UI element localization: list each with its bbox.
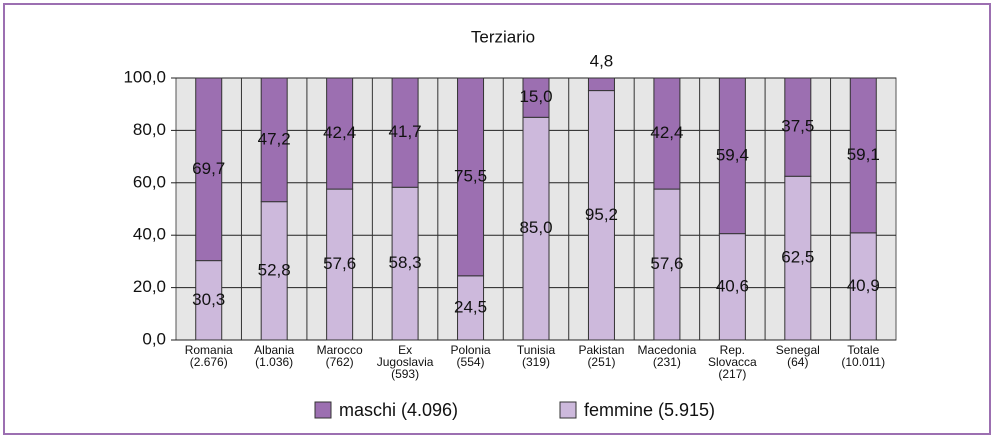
data-label: 75,5 [454,166,487,185]
bar-segment [457,77,485,277]
bar-segment [391,186,419,341]
x-tick-label: Marocco [317,343,363,357]
x-tick-label: (64) [787,355,808,369]
bar-segment [195,77,223,262]
bar-segment [260,201,288,341]
bar-segment [522,77,550,118]
x-tick-label: (762) [326,355,354,369]
data-label: 40,9 [847,276,880,295]
data-label: 62,5 [781,248,814,267]
x-tick-label: Rep. [720,343,745,357]
bar-segment [587,77,615,92]
chart-title: Terziario [471,27,535,46]
bar-segment [260,77,288,203]
bar-segment [326,188,354,341]
y-tick-label: 100,0 [123,67,166,86]
x-tick-label: Jugoslavia [377,355,434,369]
x-tick-label: (2.676) [190,355,228,369]
data-label: 69,7 [192,159,225,178]
data-label: 37,5 [781,117,814,136]
x-tick-label: (10.011) [841,355,885,369]
data-label: 57,6 [323,254,356,273]
x-tick-label: (554) [457,355,485,369]
x-tick-label: (1.036) [255,355,293,369]
legend-label: maschi (4.096) [339,400,458,420]
x-tick-label: Polonia [451,343,491,357]
x-tick-label: (217) [718,367,746,381]
data-label: 42,4 [650,123,683,142]
legend-swatch [314,401,332,419]
bar-segment [522,116,550,341]
y-tick-label: 20,0 [133,277,166,296]
data-label: 24,5 [454,297,487,316]
bar-segment [784,77,812,177]
data-label: 41,7 [389,122,422,141]
bar-segment [849,77,877,234]
data-label: 58,3 [389,253,422,272]
data-label: 59,4 [716,145,749,164]
data-label: 42,4 [323,123,356,142]
bar-segment [653,77,681,190]
data-label: 47,2 [258,129,291,148]
y-tick-label: 60,0 [133,172,166,191]
data-label: 40,6 [716,276,749,295]
data-label: 57,6 [650,254,683,273]
y-tick-label: 0,0 [142,329,166,348]
x-tick-label: Tunisia [517,343,556,357]
bar-segment [391,77,419,188]
bar-segment [195,260,223,341]
data-label: 85,0 [519,218,552,237]
data-label: 30,3 [192,290,225,309]
data-label: 4,8 [590,51,614,70]
x-tick-label: Albania [254,343,294,357]
bar-segment [718,77,746,235]
x-tick-label: (593) [391,367,419,381]
bar-segment [326,77,354,190]
x-tick-label: (251) [587,355,615,369]
bar-segment [587,90,615,341]
data-label: 15,0 [519,87,552,106]
x-tick-label: Macedonia [638,343,697,357]
x-tick-label: Pakistan [578,343,624,357]
x-tick-label: (319) [522,355,550,369]
y-tick-label: 40,0 [133,225,166,244]
data-label: 59,1 [847,145,880,164]
bar-segment [784,175,812,341]
data-label: 95,2 [585,205,618,224]
data-label: 52,8 [258,260,291,279]
legend-swatch [559,401,577,419]
x-tick-label: Senegal [776,343,820,357]
y-tick-label: 80,0 [133,120,166,139]
bar-segment [653,188,681,341]
x-tick-label: Totale [847,343,879,357]
x-tick-label: (231) [653,355,681,369]
x-tick-label: Ex [398,343,412,357]
x-tick-label: Romania [185,343,233,357]
legend-label: femmine (5.915) [584,400,715,420]
x-tick-label: Slovacca [708,355,757,369]
bar-segment [718,233,746,341]
